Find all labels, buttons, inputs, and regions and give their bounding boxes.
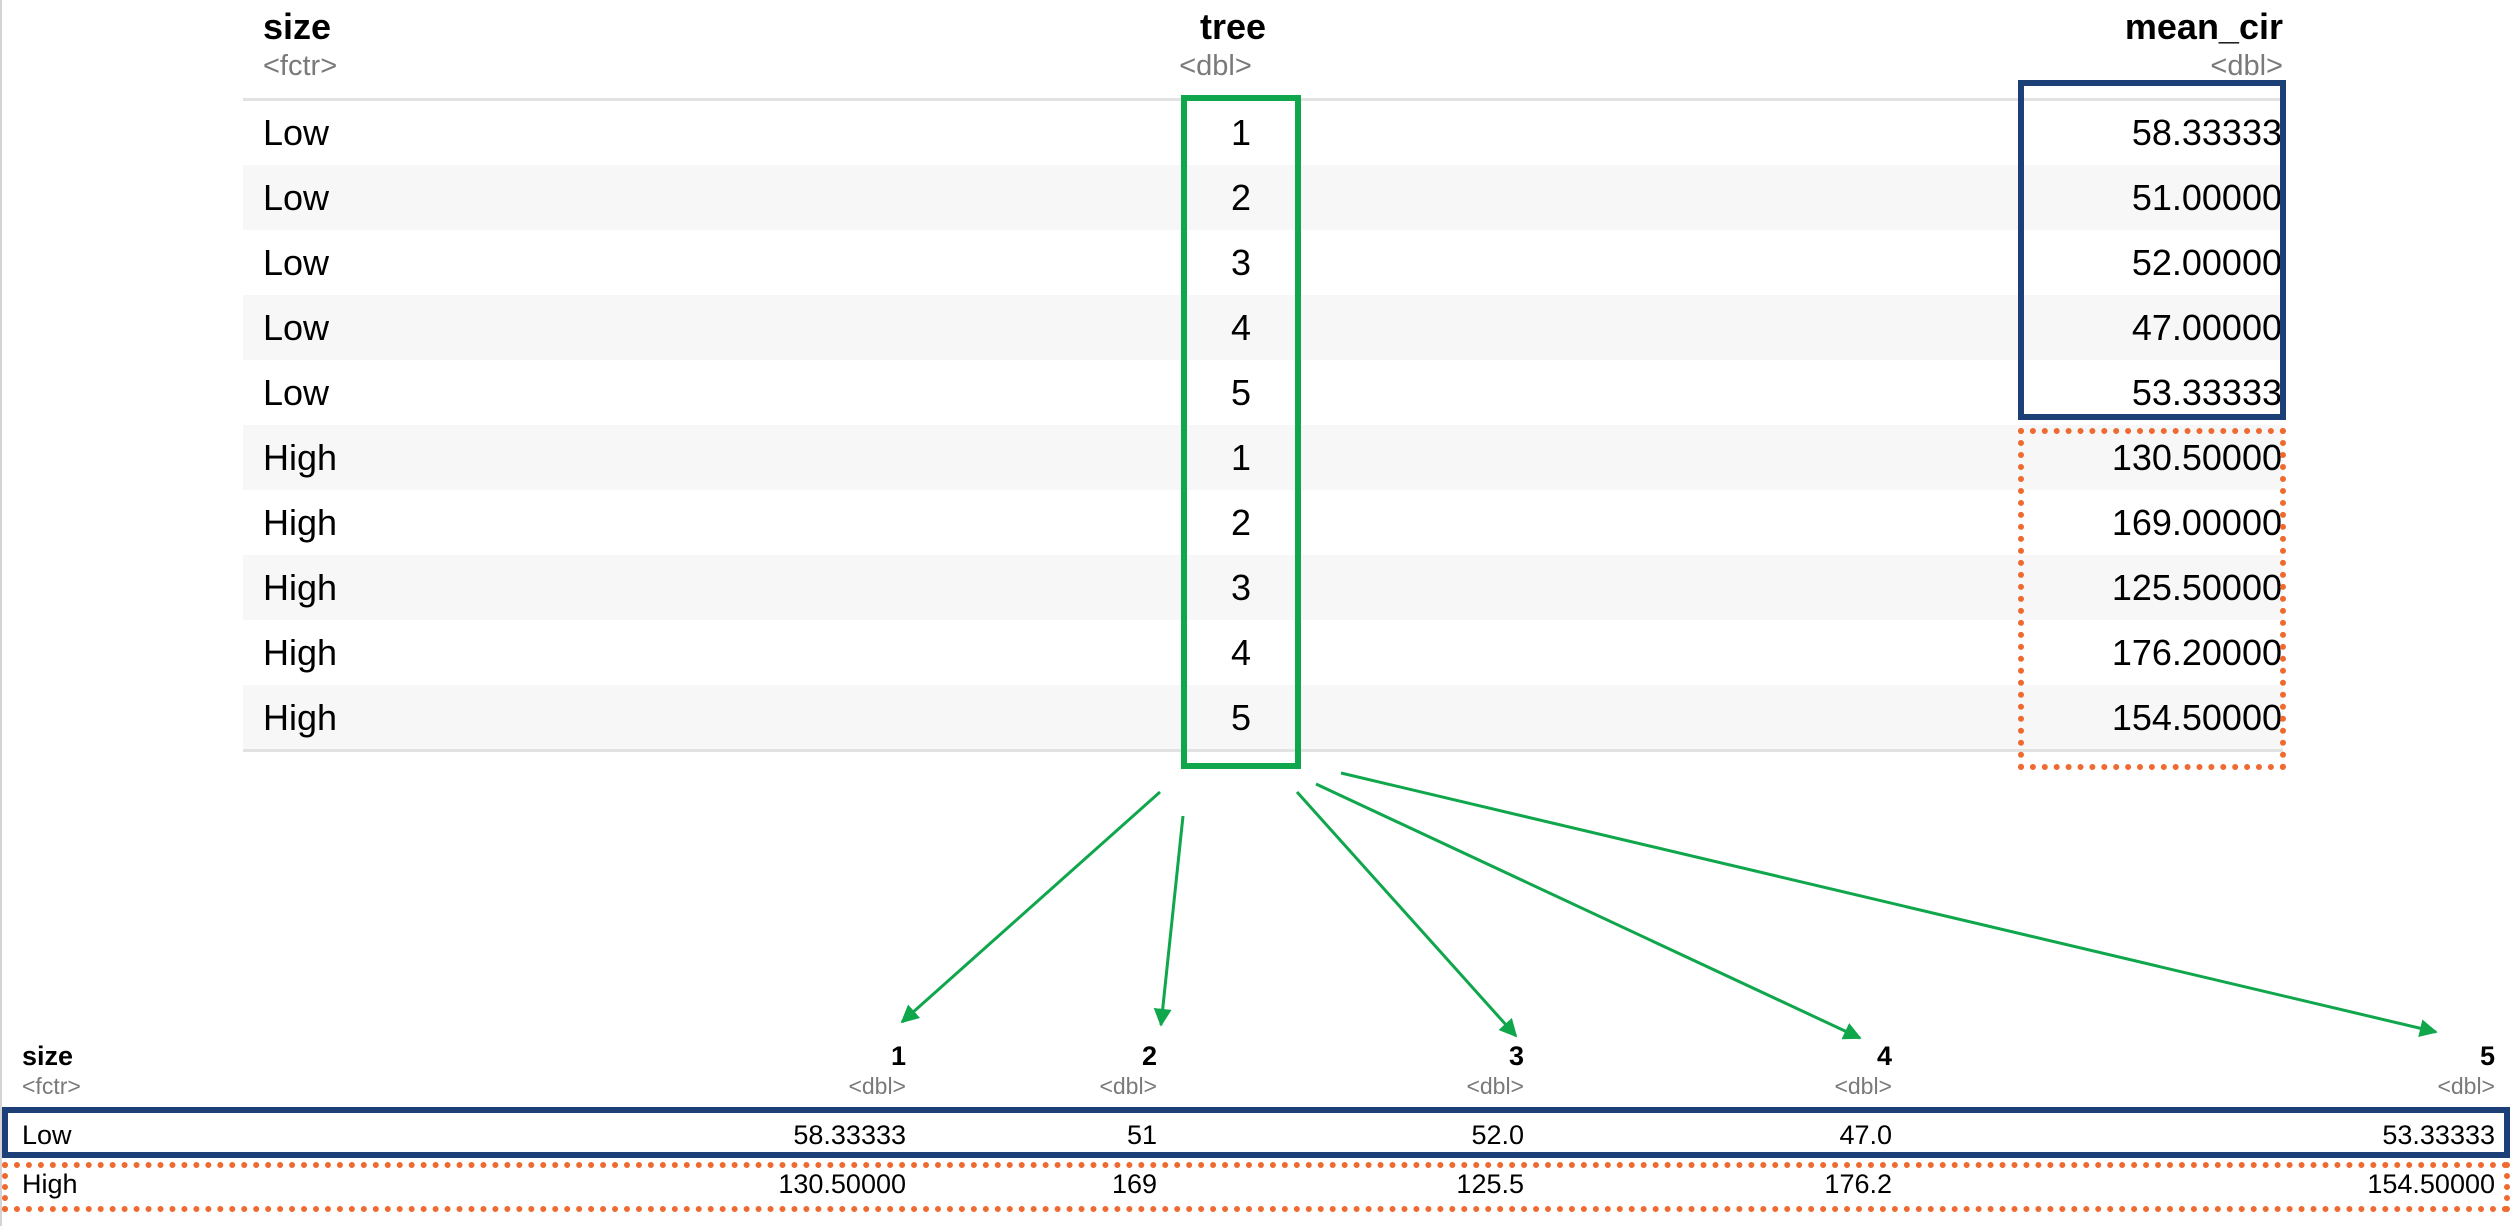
wide-row-low: Low 58.33333 51 52.0 47.0 53.33333 — [0, 1112, 2512, 1159]
cell-tree: 3 — [1230, 567, 1252, 608]
cell-size: High — [263, 632, 338, 673]
col-header-tree: tree — [1199, 6, 1267, 47]
low-values-highlight — [2018, 80, 2286, 420]
wide-cell-2: 51 — [1126, 1120, 1157, 1150]
high-row-highlight — [2, 1162, 2510, 1212]
table-bottom-rule — [243, 749, 2283, 752]
cell-size: Low — [263, 242, 330, 283]
arrow-to-col-4 — [1315, 782, 1862, 1040]
wide-cell-5: 154.50000 — [2367, 1169, 2495, 1199]
wide-cell-size: High — [22, 1169, 78, 1199]
wide-header-3: 3 — [1508, 1041, 1524, 1071]
cell-mean-cir: 130.50000 — [2111, 437, 2282, 478]
arrow-to-col-2 — [1153, 815, 1185, 1027]
long-table: size <fctr> tree <dbl> mean_cir <dbl> Lo… — [243, 0, 2283, 758]
cell-mean-cir: 51.00000 — [2131, 177, 2282, 218]
wide-cell-1: 130.50000 — [778, 1169, 906, 1199]
cell-mean-cir: 52.00000 — [2131, 242, 2282, 283]
cell-size: Low — [263, 372, 330, 413]
cell-mean-cir: 154.50000 — [2111, 697, 2282, 738]
cell-mean-cir: 125.50000 — [2111, 567, 2282, 608]
col-type-mean-cir: <dbl> — [2210, 50, 2283, 82]
cell-size: High — [263, 697, 338, 738]
cell-tree: 4 — [1230, 632, 1252, 673]
cell-size: High — [263, 437, 338, 478]
table-row: High 5 154.50000 — [243, 685, 2283, 750]
arrow-to-col-3 — [1295, 790, 1518, 1038]
wide-header-1: 1 — [890, 1041, 906, 1071]
wide-header-4: 4 — [1876, 1041, 1892, 1071]
wide-cell-5: 53.33333 — [2382, 1120, 2495, 1150]
table-row: Low 1 58.33333 — [243, 100, 2283, 165]
wide-table: size <fctr> 1 <dbl> 2 <dbl> 3 <dbl> 4 <d… — [0, 1030, 2512, 1226]
col-header-mean-cir: mean_cir — [2124, 6, 2283, 47]
wide-cell-4: 47.0 — [1839, 1120, 1892, 1150]
wide-cell-size: Low — [22, 1120, 72, 1150]
wide-type-2: <dbl> — [1099, 1073, 1157, 1099]
cell-tree: 2 — [1230, 177, 1252, 218]
table-row: High 2 169.00000 — [243, 490, 2283, 555]
cell-size: Low — [263, 112, 330, 153]
table-row: Low 3 52.00000 — [243, 230, 2283, 295]
wide-type-size: <fctr> — [22, 1073, 81, 1099]
cell-tree: 1 — [1230, 437, 1252, 478]
cell-tree: 3 — [1230, 242, 1252, 283]
cell-size: High — [263, 502, 338, 543]
high-values-highlight — [2018, 428, 2286, 770]
wide-cell-3: 125.5 — [1456, 1169, 1524, 1199]
cell-size: Low — [263, 307, 330, 348]
arrow-to-col-5 — [1340, 771, 2438, 1038]
wide-cell-3: 52.0 — [1471, 1120, 1524, 1150]
tree-column-highlight — [1181, 95, 1301, 769]
cell-mean-cir: 47.00000 — [2131, 307, 2282, 348]
cell-size: Low — [263, 177, 330, 218]
wide-cell-4: 176.2 — [1824, 1169, 1892, 1199]
table-row: High 3 125.50000 — [243, 555, 2283, 620]
wide-header-size: size — [22, 1041, 74, 1071]
cell-tree: 2 — [1230, 502, 1252, 543]
wide-row-high: High 130.50000 169 125.5 176.2 154.50000 — [0, 1161, 2512, 1208]
wide-header-5: 5 — [2479, 1041, 2495, 1071]
wide-cell-1: 58.33333 — [793, 1120, 906, 1150]
cell-mean-cir: 53.33333 — [2131, 372, 2282, 413]
wide-type-1: <dbl> — [848, 1073, 906, 1099]
cell-mean-cir: 176.20000 — [2111, 632, 2282, 673]
col-header-size: size — [263, 6, 332, 47]
cell-tree: 5 — [1230, 372, 1252, 413]
wide-type-4: <dbl> — [1834, 1073, 1892, 1099]
wide-header-2: 2 — [1141, 1041, 1157, 1071]
wide-type-3: <dbl> — [1466, 1073, 1524, 1099]
table-row: High 4 176.20000 — [243, 620, 2283, 685]
wide-type-5: <dbl> — [2437, 1073, 2495, 1099]
table-row: Low 4 47.00000 — [243, 295, 2283, 360]
low-row-highlight — [2, 1107, 2510, 1158]
table-row: High 1 130.50000 — [243, 425, 2283, 490]
col-type-tree: <dbl> — [1179, 50, 1252, 82]
cell-mean-cir: 169.00000 — [2111, 502, 2282, 543]
cell-tree: 5 — [1230, 697, 1252, 738]
arrow-to-col-1 — [900, 790, 1161, 1024]
col-type-size: <fctr> — [263, 50, 338, 82]
cell-size: High — [263, 567, 338, 608]
table-row: Low 2 51.00000 — [243, 165, 2283, 230]
cell-tree: 1 — [1230, 112, 1252, 153]
cell-mean-cir: 58.33333 — [2131, 112, 2282, 153]
left-edge-line — [0, 0, 2, 1226]
wide-cell-2: 169 — [1111, 1169, 1157, 1199]
table-row: Low 5 53.33333 — [243, 360, 2283, 425]
cell-tree: 4 — [1230, 307, 1252, 348]
